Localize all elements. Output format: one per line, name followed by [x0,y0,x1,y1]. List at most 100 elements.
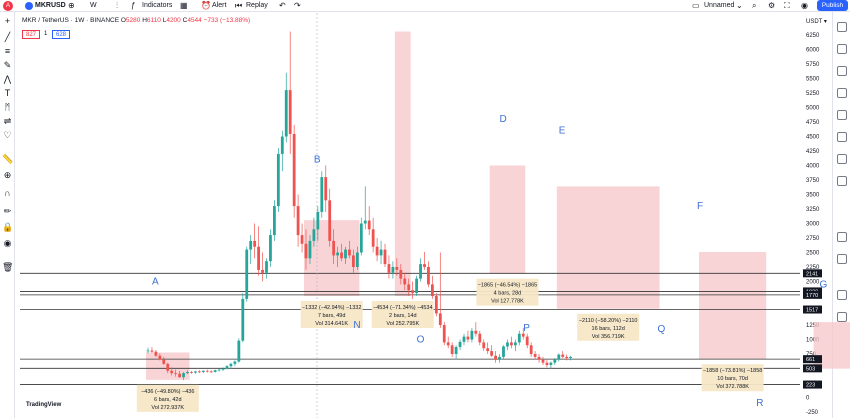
layout-name[interactable]: Unnamed [704,2,735,9]
ideas-icon[interactable] [837,132,847,142]
notifications-icon[interactable] [837,290,847,300]
y-tick-label: 5500 [806,77,820,83]
candle-body [344,249,347,259]
magnet-icon[interactable]: ∩ [4,188,11,198]
chart-type-icon[interactable]: ⫶ [116,1,118,10]
replay-button[interactable]: Replay [246,2,268,9]
lock-icon[interactable]: 🔒 [2,222,14,232]
heart-icon[interactable]: ♡ [3,130,12,140]
alert-button[interactable]: Alert [212,2,227,9]
search-icon[interactable]: ⌕ [752,1,757,10]
candle-body [446,342,450,346]
legend-title[interactable]: MKR / TetherUS · 1W · BINANCE [22,17,120,24]
settings-icon[interactable]: ⚙ [768,1,776,10]
prediction-icon[interactable]: ⇌ [3,116,12,126]
y-tick-label: 1250 [806,323,820,329]
candle-body [521,333,525,337]
candle-body [276,153,280,207]
fib-icon[interactable]: ≡ [4,46,11,56]
chat-icon[interactable] [837,154,847,164]
candle-body [292,133,296,207]
candle-body [265,261,268,273]
candle-body [304,243,308,259]
candle-body [241,298,245,341]
candle-body [225,366,229,369]
candle-body [391,267,395,273]
trash-icon[interactable]: 🗑 [2,262,14,272]
candle-body [462,336,466,342]
right-sidebar [832,12,850,418]
redo-icon[interactable]: ↷ [294,1,301,10]
streams-icon[interactable] [837,176,847,186]
ruler-icon[interactable]: 📏 [2,154,14,164]
help-icon[interactable] [837,312,847,322]
chevron-down-icon[interactable]: ⌄ [736,1,743,10]
alerts-panel-icon[interactable] [837,44,847,54]
pattern-tool-icon[interactable]: ᛗ [4,102,11,112]
undo-icon[interactable]: ↶ [279,1,286,10]
quantity-value[interactable]: 1 [44,31,48,37]
range-info-text: 16 bars, 112d [592,326,625,332]
calendar-icon[interactable] [837,110,847,120]
open-label: O [120,17,126,24]
candle-body [454,347,458,354]
data-window-icon[interactable] [837,66,847,76]
candle-body [431,284,434,296]
y-tick-label: 2000 [806,280,820,286]
dom-icon[interactable] [837,232,847,242]
candle-body [280,136,284,154]
zoom-icon[interactable]: ⊕ [3,170,12,180]
y-tick-label: 2250 [806,265,820,271]
sell-button[interactable]: 827 [22,30,41,39]
wave-letter-label: P [523,323,530,334]
candle-body [545,362,549,366]
candle-body [324,177,328,201]
brush-icon[interactable]: ✎ [3,60,12,70]
watchlist-icon[interactable] [837,22,847,32]
object-tree-icon[interactable] [837,254,847,264]
candle-body [261,269,264,273]
range-info-text: −1332 (−42.94%) −1332 [302,305,361,311]
candle-body [269,235,272,262]
candle-body [525,336,529,346]
alert-icon: ⏰ [201,1,211,10]
range-info-text: 10 bars, 70d [717,376,748,382]
range-info-text: −436 (−49.80%) −436 [141,389,194,395]
eye-icon[interactable]: ◉ [3,238,12,248]
y-tick-label: 6250 [806,33,820,39]
candle-body [300,235,304,244]
interval-button[interactable]: W [90,2,97,9]
y-tick-label: 4500 [806,135,820,141]
candle-body [517,333,521,343]
high-label: H [142,17,147,24]
lock-drawing-icon[interactable]: ✏ [3,206,12,216]
indicators-icon: ƒ [131,1,136,10]
candle-body [458,341,462,348]
crosshair-icon[interactable]: + [4,16,11,26]
y-tick-label: 3250 [806,207,820,213]
trend-line-icon[interactable]: ╱ [4,32,11,42]
symbol-search[interactable]: MKRUSD [35,2,66,9]
camera-icon[interactable]: ◉ [801,1,808,10]
range-info-text: 7 bars, 49d [318,313,346,319]
range-info-text: Vol 252.795K [386,321,419,327]
indicators-button[interactable]: Indicators [142,2,173,9]
open-value: 5280 [125,17,141,24]
pattern-icon[interactable]: ⋀ [3,74,12,84]
candle-body [442,325,446,343]
candle-body [565,356,569,359]
user-avatar[interactable]: A [3,1,13,11]
candle-body [359,223,363,253]
templates-icon[interactable]: ▦ [180,1,188,10]
replay-icon: ⏮ [235,1,243,10]
hotlist-icon[interactable] [837,88,847,98]
candle-body [174,373,178,374]
add-symbol-icon[interactable]: ⊕ [68,1,75,10]
candle-body [541,359,545,363]
text-icon[interactable]: T [4,88,11,98]
publish-button[interactable]: Publish [817,0,848,11]
fullscreen-icon[interactable]: ⛶ [784,1,790,10]
buy-button[interactable]: 628 [52,30,71,39]
candle-body [273,206,276,236]
